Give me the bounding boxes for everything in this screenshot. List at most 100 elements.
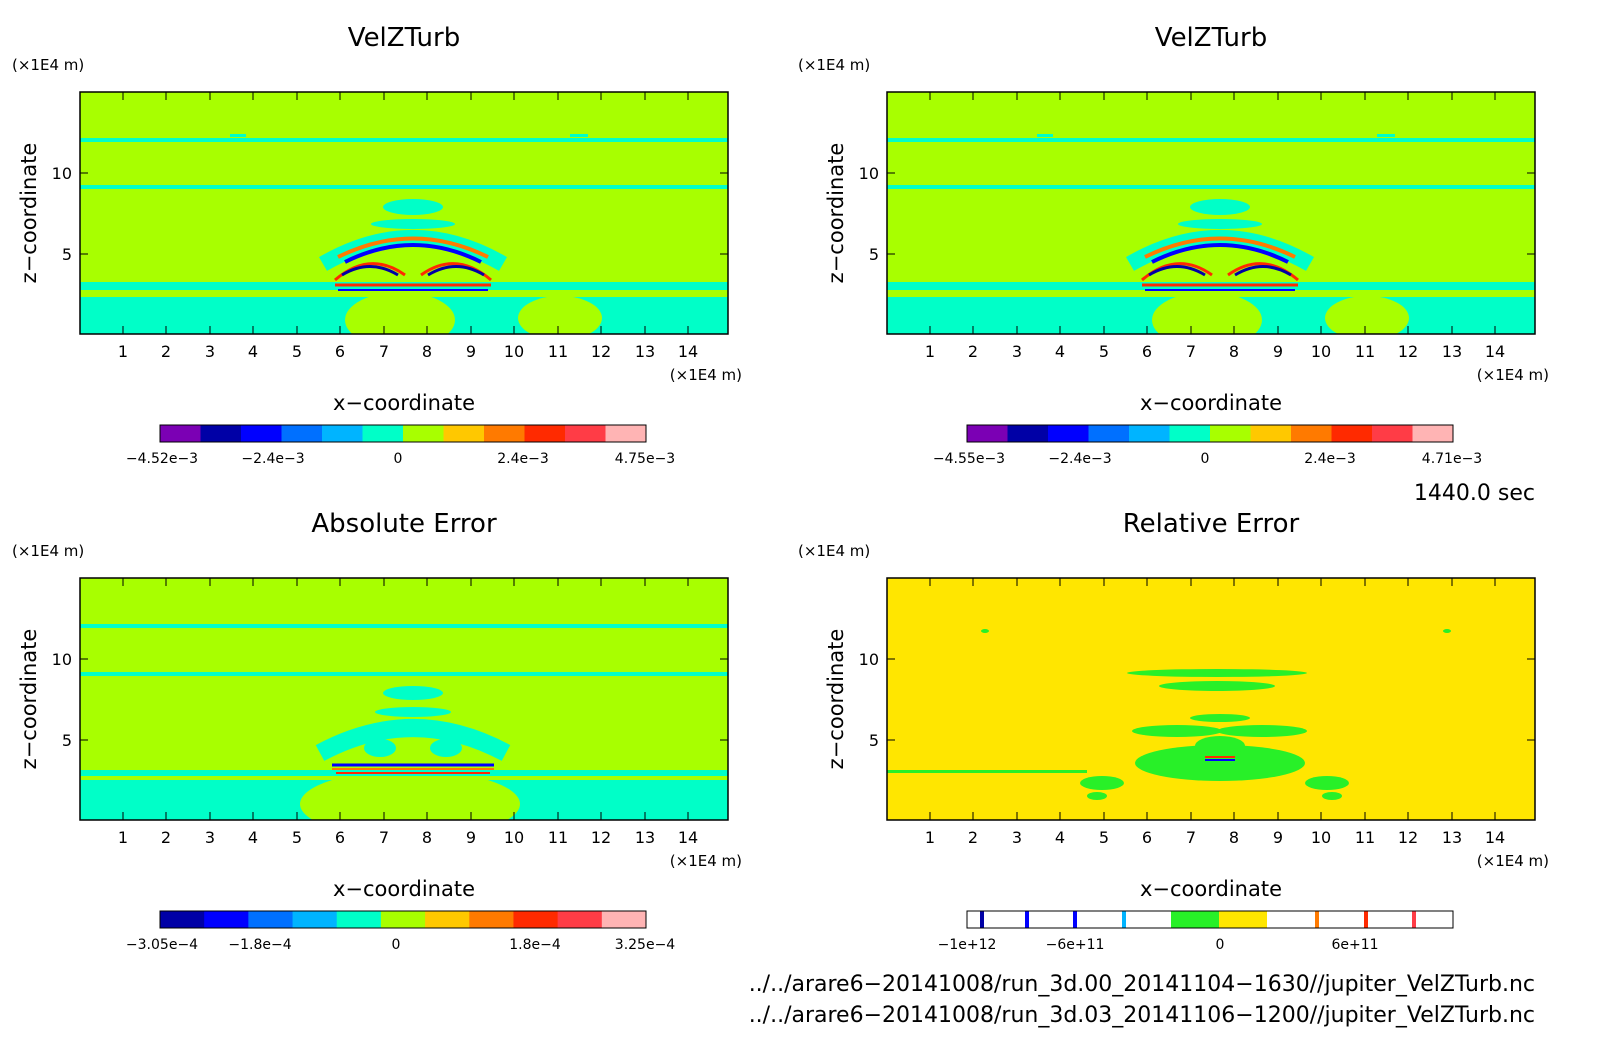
x-tick-label: 14	[1485, 342, 1505, 361]
y-tick-label: 10	[859, 650, 879, 669]
colorbar-swatch	[380, 911, 426, 928]
colorbar-label: 3.25e−4	[615, 937, 676, 953]
y-unit-label: (×1E4 m)	[798, 56, 870, 74]
colorbar-label: −4.55e−3	[933, 451, 1005, 467]
x-tick-label: 4	[1055, 342, 1065, 361]
colorbar-label: 0	[1216, 937, 1225, 953]
colorbar-swatch	[443, 425, 485, 442]
x-tick-label: 9	[466, 828, 476, 847]
x-tick-label: 10	[504, 342, 524, 361]
y-axis: 5 10 z−coordinate	[824, 629, 1535, 769]
y-unit-label: (×1E4 m)	[798, 542, 870, 560]
x-tick-label: 4	[248, 828, 258, 847]
file-path-footer: ../../arare6−20141008/run_3d.00_20141104…	[749, 972, 1535, 1028]
colorbar-label: 4.75e−3	[615, 451, 675, 467]
x-unit-label: (×1E4 m)	[670, 852, 742, 870]
x-tick-label: 10	[1311, 342, 1331, 361]
x-tick-label: 6	[335, 828, 345, 847]
colorbar-swatch	[1210, 425, 1251, 442]
x-tick-label: 2	[161, 342, 171, 361]
colorbar-swatch	[1007, 425, 1049, 442]
colorbar-label: −6e+11	[1046, 937, 1105, 953]
x-tick-label: 3	[1012, 828, 1022, 847]
colorbar-swatch	[292, 911, 338, 928]
colorbar-label: 0	[394, 451, 403, 467]
panel-title: VelZTurb	[348, 23, 460, 53]
panel-title: Absolute Error	[311, 509, 497, 539]
colorbar-label: 2.4e−3	[497, 451, 549, 467]
colorbar-label: −4.52e−3	[126, 451, 198, 467]
colorbar-label: 0	[392, 937, 401, 953]
colorbar-label: −3.05e−4	[126, 937, 198, 953]
colorbar-label: −2.4e−3	[241, 451, 304, 467]
panel-relative-error: Relative Error (×1E4 m)	[798, 509, 1549, 953]
colorbar-swatch	[248, 911, 294, 928]
x-tick-label: 4	[1055, 828, 1065, 847]
x-tick-label: 4	[248, 342, 258, 361]
x-tick-label: 2	[968, 342, 978, 361]
colorbar-swatch	[1129, 425, 1170, 442]
colorbar-swatch	[1048, 425, 1089, 442]
colorbar-label: 2.4e−3	[1304, 451, 1356, 467]
y-tick-label: 5	[62, 245, 72, 264]
colorbar: −1e+12 −6e+11 0 6e+11	[938, 910, 1454, 953]
colorbar-swatch	[1331, 425, 1373, 442]
colorbar-swatch	[469, 911, 514, 928]
x-unit-label: (×1E4 m)	[670, 366, 742, 384]
x-tick-label: 8	[422, 828, 432, 847]
x-tick-label: 3	[205, 828, 215, 847]
x-axis: 1 2 3 4 5 6 7 8 9 10 11 12 13 14 (×1E4 m…	[886, 91, 1549, 415]
x-tick-label: 7	[1186, 342, 1196, 361]
colorbar-swatch	[160, 911, 205, 928]
x-unit-label: (×1E4 m)	[1477, 852, 1549, 870]
colorbar-swatch	[204, 911, 249, 928]
x-axis-label: x−coordinate	[333, 391, 475, 415]
colorbar-swatch	[241, 425, 282, 442]
heatmap-field	[887, 578, 1535, 820]
x-tick-label: 12	[591, 828, 611, 847]
x-tick-label: 5	[1099, 828, 1109, 847]
y-axis-label: z−coordinate	[17, 143, 41, 284]
colorbar-swatch	[200, 425, 242, 442]
x-tick-label: 9	[1273, 828, 1283, 847]
colorbar-swatch	[513, 911, 559, 928]
x-tick-label: 14	[1485, 828, 1505, 847]
x-tick-label: 1	[925, 828, 935, 847]
y-axis: 5 10 z−coordinate	[17, 629, 728, 769]
panel-title: Relative Error	[1123, 509, 1300, 539]
colorbar: −4.55e−3 −2.4e−3 0 2.4e−3 4.71e−3	[933, 424, 1482, 467]
colorbar-swatch	[484, 425, 525, 442]
x-tick-label: 7	[379, 828, 389, 847]
panel-velzturb-2: VelZTurb (×1E4 m)	[798, 23, 1549, 467]
time-label: 1440.0 sec	[1414, 481, 1535, 506]
heatmap-field	[80, 578, 728, 820]
x-axis: 1 2 3 4 5 6 7 8 9 10 11 12 13 14 (×1E4 m…	[79, 577, 742, 901]
x-tick-label: 10	[1311, 828, 1331, 847]
x-tick-label: 13	[635, 342, 655, 361]
x-tick-label: 8	[1229, 342, 1239, 361]
x-tick-label: 1	[925, 342, 935, 361]
x-axis: 1 2 3 4 5 6 7 8 9 10 11 12 13 14 (×1E4 m…	[886, 577, 1549, 901]
colorbar-swatch	[322, 425, 363, 442]
x-tick-label: 13	[635, 828, 655, 847]
x-tick-label: 2	[161, 828, 171, 847]
x-tick-label: 13	[1442, 828, 1462, 847]
x-tick-label: 5	[1099, 342, 1109, 361]
colorbar-swatch	[601, 911, 647, 928]
colorbar-swatch	[336, 911, 382, 928]
colorbar-swatch	[1169, 425, 1211, 442]
x-tick-label: 14	[678, 828, 698, 847]
colorbar-label: 0	[1201, 451, 1210, 467]
colorbar: −3.05e−4 −1.8e−4 0 1.8e−4 3.25e−4	[126, 910, 676, 953]
x-tick-label: 11	[1355, 342, 1375, 361]
x-tick-label: 10	[504, 828, 524, 847]
x-tick-label: 11	[548, 342, 568, 361]
colorbar-swatch	[1250, 425, 1292, 442]
x-tick-label: 9	[466, 342, 476, 361]
colorbar-label: −1e+12	[938, 937, 997, 953]
colorbar: −4.52e−3 −2.4e−3 0 2.4e−3 4.75e−3	[126, 424, 675, 467]
colorbar-swatch	[565, 425, 606, 442]
x-tick-label: 9	[1273, 342, 1283, 361]
x-tick-label: 5	[292, 342, 302, 361]
heatmap-field	[887, 92, 1535, 334]
